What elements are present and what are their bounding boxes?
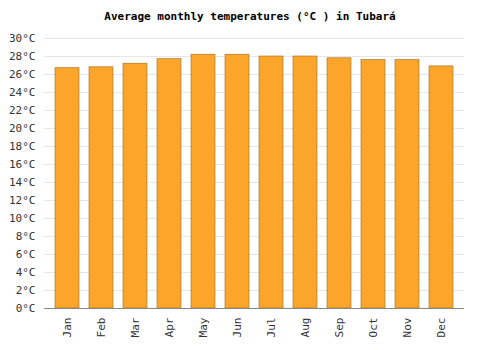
svg-text:28°C: 28°C: [9, 50, 36, 63]
svg-text:24°C: 24°C: [9, 86, 36, 99]
svg-text:30°C: 30°C: [9, 32, 36, 45]
svg-text:Nov: Nov: [401, 317, 414, 337]
svg-text:Sep: Sep: [333, 318, 346, 338]
svg-text:22°C: 22°C: [9, 104, 36, 117]
svg-text:2°C: 2°C: [16, 284, 36, 297]
svg-text:12°C: 12°C: [9, 194, 36, 207]
svg-text:Oct: Oct: [367, 318, 380, 338]
svg-text:8°C: 8°C: [16, 230, 36, 243]
svg-text:6°C: 6°C: [16, 248, 36, 261]
svg-text:16°C: 16°C: [9, 158, 36, 171]
svg-text:4°C: 4°C: [16, 266, 36, 279]
svg-text:Jan: Jan: [61, 318, 74, 338]
svg-text:14°C: 14°C: [9, 176, 36, 189]
svg-text:Jul: Jul: [265, 318, 278, 338]
svg-text:20°C: 20°C: [9, 122, 36, 135]
svg-text:18°C: 18°C: [9, 140, 36, 153]
svg-text:Feb: Feb: [95, 318, 108, 338]
svg-text:0°C: 0°C: [16, 302, 36, 315]
svg-text:Mar: Mar: [129, 317, 142, 337]
html-text:Average monthly temperatures (: Average monthly temperatures (°C ) in Tu…: [104, 10, 396, 23]
svg-text:Apr: Apr: [163, 317, 176, 337]
svg-text:Jun: Jun: [231, 318, 244, 338]
svg-text:10°C: 10°C: [9, 212, 36, 225]
svg-text:Dec: Dec: [435, 318, 448, 338]
svg-text:Aug: Aug: [299, 318, 312, 338]
svg-text:May: May: [197, 317, 210, 337]
svg-text:26°C: 26°C: [9, 68, 36, 81]
